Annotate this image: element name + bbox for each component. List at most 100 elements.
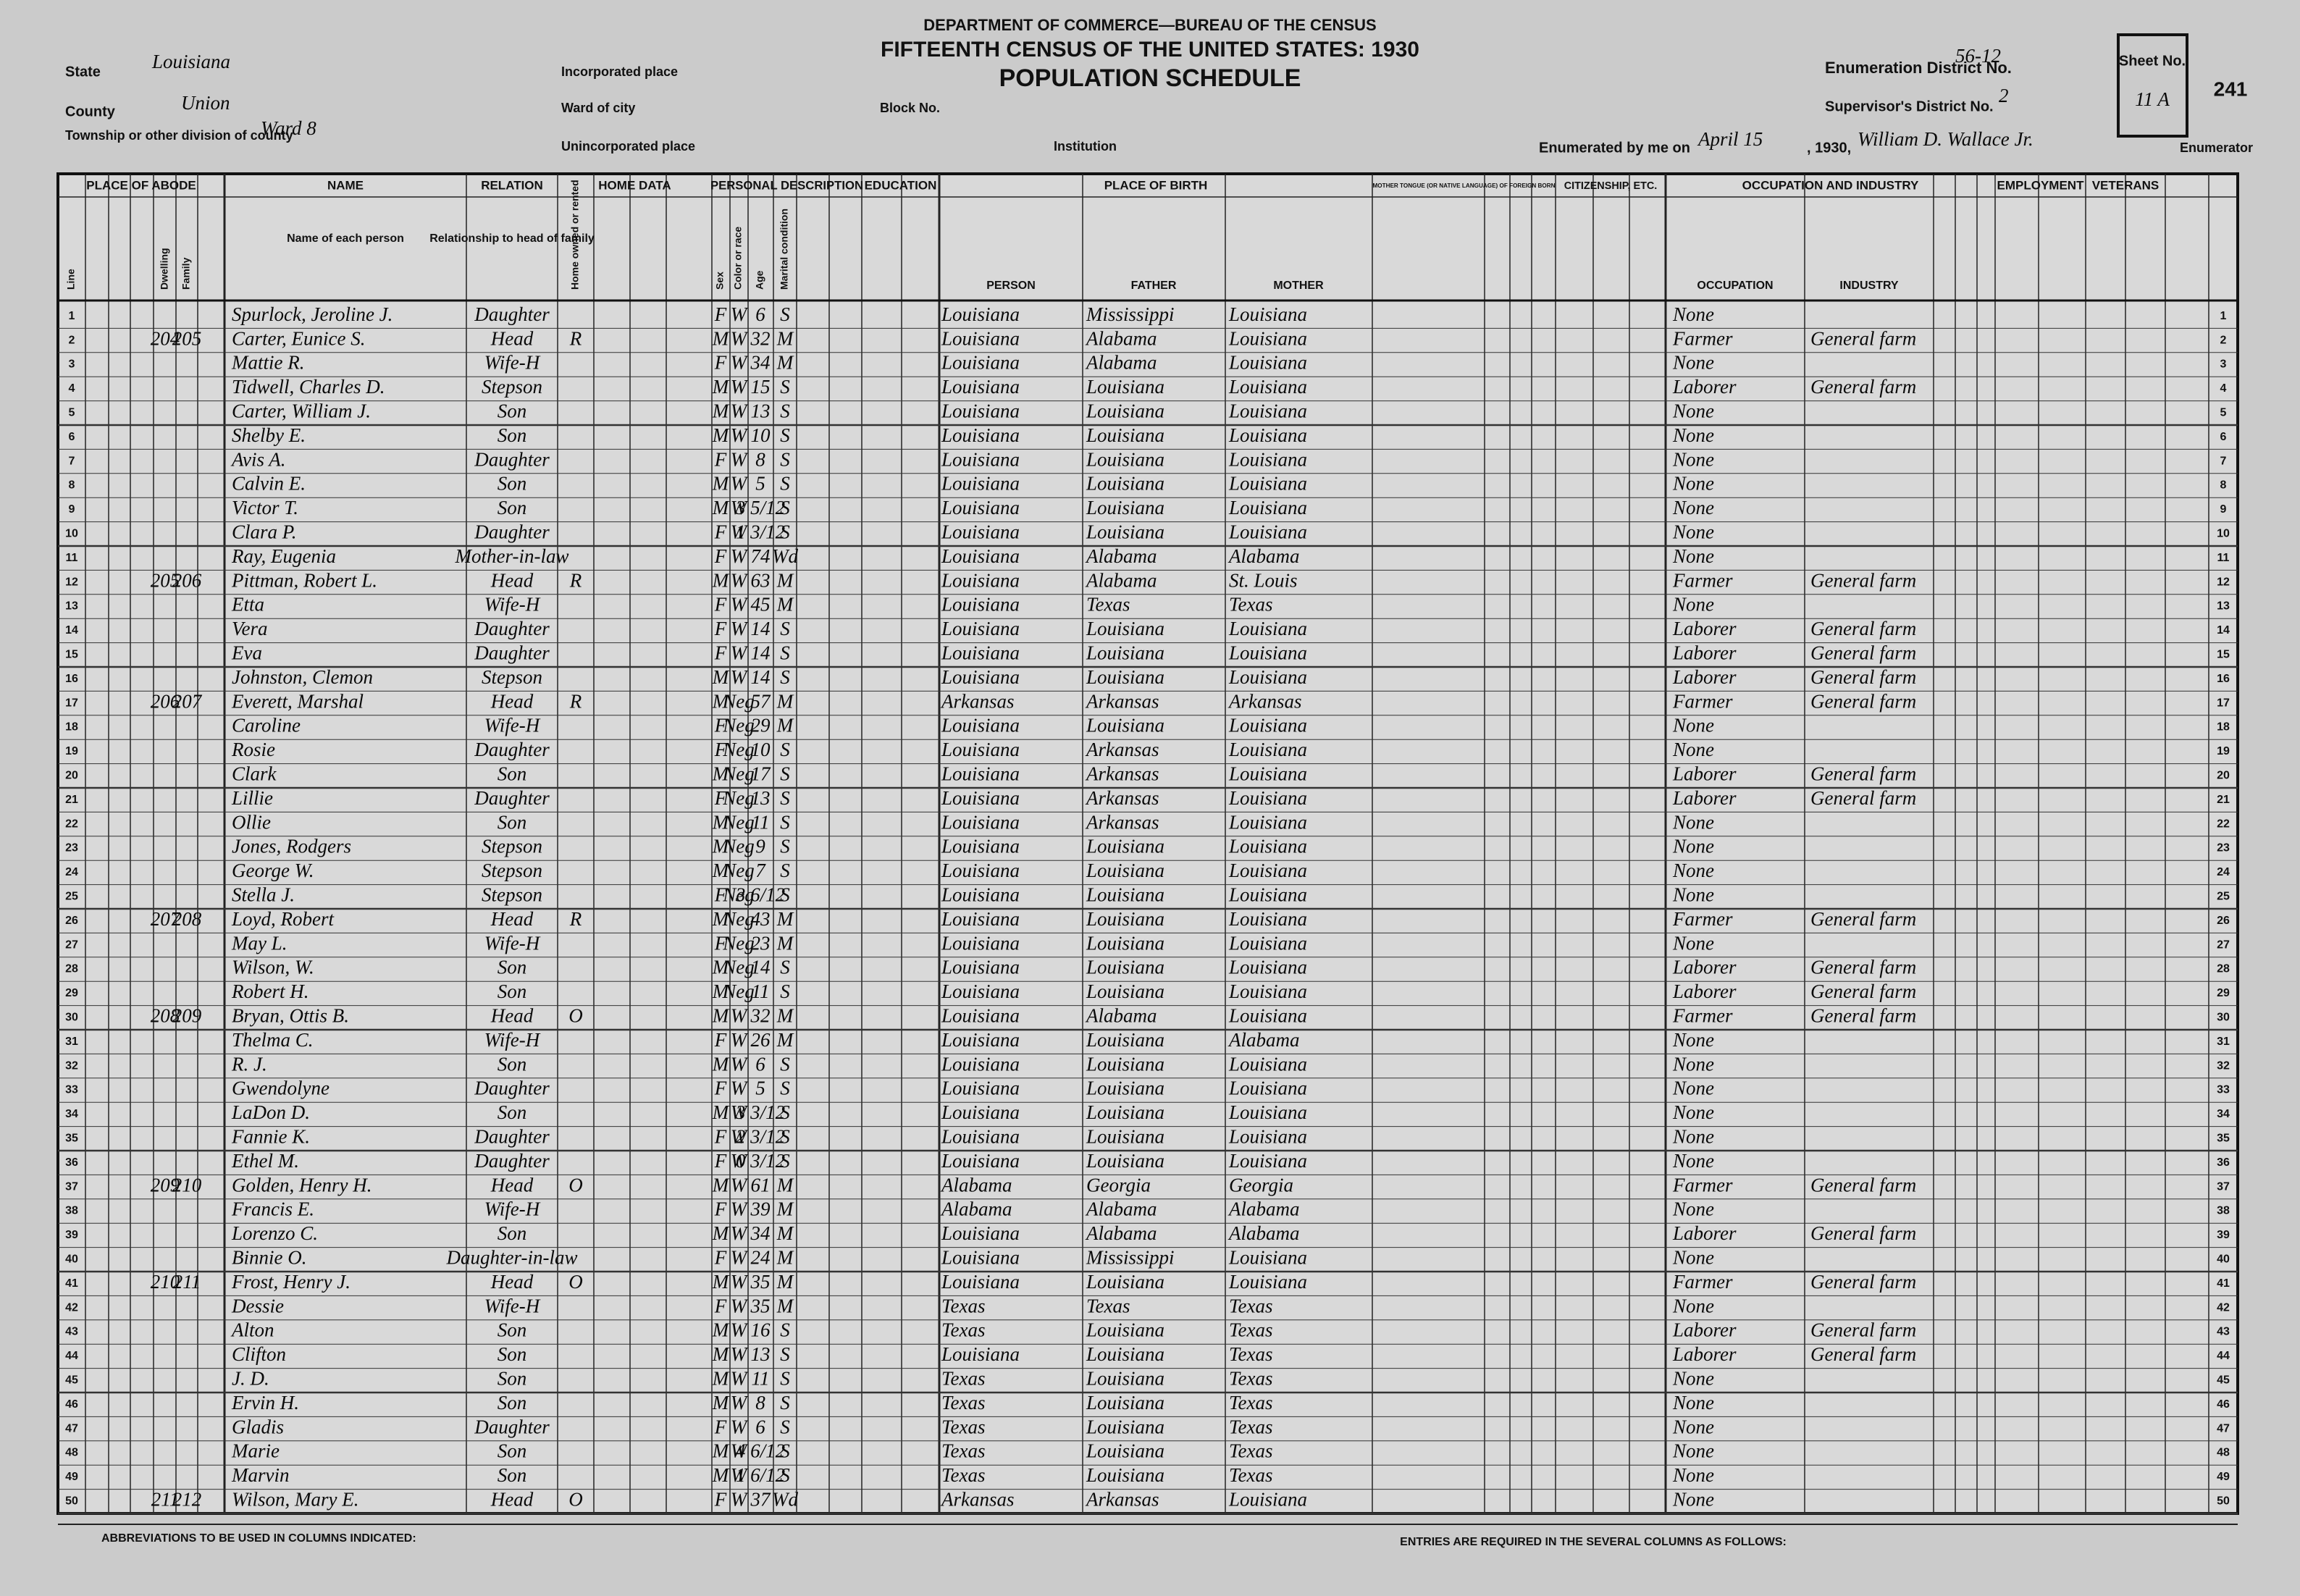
line-number: 9 [2220, 503, 2227, 516]
cell-entry: 74 [751, 545, 771, 567]
cell-entry: Louisiana [1086, 1101, 1164, 1123]
cell-entry: None [1672, 521, 1714, 543]
cell-entry: W [731, 497, 749, 518]
cell-entry: W [731, 1126, 749, 1148]
cell-entry: W [731, 400, 749, 422]
cell-entry: F [714, 739, 727, 760]
cell-entry: 14 [751, 666, 771, 688]
cell-entry: Louisiana [1228, 763, 1307, 785]
cell-entry: Neg [722, 932, 755, 954]
line-number: 50 [2217, 1495, 2230, 1508]
cell-entry: Stepson [482, 376, 542, 398]
cell-entry: M [776, 569, 794, 591]
cell-entry: W [731, 1440, 749, 1462]
line-number: 7 [2220, 455, 2227, 467]
cell-entry: Avis A. [230, 448, 286, 470]
line-number: 13 [65, 600, 78, 613]
cell-entry: M [712, 1464, 730, 1486]
cell-entry: Wife-H [484, 594, 541, 616]
column-header: OCCUPATION [1697, 280, 1773, 292]
line-number: 19 [65, 745, 78, 757]
table-frame [56, 172, 2239, 1515]
label: Township or other division of county [65, 128, 293, 143]
cell-entry: Son [498, 1319, 527, 1341]
cell-entry: General farm [1810, 1005, 1916, 1027]
cell-entry: Golden, Henry H. [232, 1174, 372, 1196]
cell-entry: Marie [231, 1440, 280, 1462]
line-number: 30 [65, 1012, 78, 1024]
cell-entry: 15 [751, 376, 771, 398]
cell-entry: Farmer [1672, 690, 1733, 712]
cell-entry: Louisiana [1228, 1489, 1307, 1511]
label: Enumerated by me on [1539, 140, 1690, 156]
cell-entry: Neg [722, 980, 755, 1002]
cell-entry: Son [498, 1053, 527, 1075]
cell-entry: M [712, 424, 730, 446]
cell-entry: 16 [751, 1319, 771, 1341]
line-number: 20 [65, 770, 78, 782]
cell-entry: R [569, 569, 582, 591]
cell-entry: Clara P. [232, 521, 297, 543]
cell-entry: Son [498, 763, 527, 785]
column-group: HOME DATA [598, 178, 671, 192]
cell-entry: 212 [172, 1489, 202, 1511]
cell-entry: Son [498, 1440, 527, 1462]
cell-entry: Louisiana [941, 1053, 1020, 1075]
cell-entry: Gladis [232, 1416, 284, 1437]
cell-entry: Daughter [474, 1150, 550, 1172]
cell-entry: M [712, 1343, 730, 1365]
cell-entry: 14 [751, 642, 771, 664]
cell-entry: Spurlock, Jeroline J. [232, 303, 393, 325]
cell-entry: W [731, 424, 749, 446]
cell-entry: Son [498, 400, 527, 422]
cell-entry: W [731, 1392, 749, 1414]
cell-entry: None [1672, 1101, 1714, 1123]
cell-entry: Louisiana [1228, 1053, 1307, 1075]
cell-entry: Son [498, 957, 527, 978]
cell-entry: W [731, 1416, 749, 1437]
cell-entry: Marvin [231, 1464, 289, 1486]
cell-entry: Alabama [1085, 327, 1157, 349]
column-header: Home owned or rented [569, 180, 581, 290]
cell-entry: 3 5/12 [735, 497, 785, 518]
cell-entry: M [712, 811, 730, 833]
cell-entry: Louisiana [1228, 739, 1307, 760]
cell-entry: None [1672, 400, 1714, 422]
line-number: 41 [65, 1277, 78, 1290]
cell-entry: General farm [1810, 763, 1916, 785]
line-number: 2 [69, 334, 75, 346]
cell-entry: Louisiana [1228, 642, 1307, 664]
cell-entry: Frost, Henry J. [231, 1271, 351, 1293]
cell-entry: Louisiana [1228, 1005, 1307, 1027]
sheet-number: 11 A [2135, 88, 2170, 110]
cell-entry: Neg [722, 908, 755, 930]
cell-entry: Dessie [231, 1295, 284, 1316]
cell-entry: Texas [941, 1319, 986, 1341]
cell-entry: Bryan, Ottis B. [232, 1005, 349, 1027]
line-number: 41 [2217, 1277, 2230, 1290]
cell-entry: Louisiana [1228, 1150, 1307, 1172]
line-number: 1 [69, 310, 75, 322]
line-number: 25 [2217, 891, 2230, 903]
column-header: Relationship to head of family [429, 232, 595, 245]
cell-entry: M [712, 1222, 730, 1244]
cell-entry: Louisiana [941, 1150, 1020, 1172]
label: State [65, 64, 101, 80]
cell-entry: M [712, 497, 730, 518]
cell-entry: Louisiana [1228, 424, 1307, 446]
cell-entry: Louisiana [1228, 1271, 1307, 1293]
line-number: 31 [2217, 1036, 2230, 1048]
cell-entry: Alabama [1085, 352, 1157, 374]
label: County [65, 104, 116, 119]
line-number: 22 [65, 818, 78, 830]
cell-entry: W [731, 618, 749, 639]
cell-entry: 10 [751, 424, 771, 446]
cell-entry: Louisiana [1228, 352, 1307, 374]
cell-entry: Ethel M. [231, 1150, 299, 1172]
line-number: 40 [2217, 1253, 2230, 1266]
cell-entry: Alton [230, 1319, 274, 1341]
line-number: 22 [2217, 818, 2230, 830]
label: Ward of city [561, 101, 635, 115]
column-header: INDUSTRY [1839, 280, 1899, 292]
